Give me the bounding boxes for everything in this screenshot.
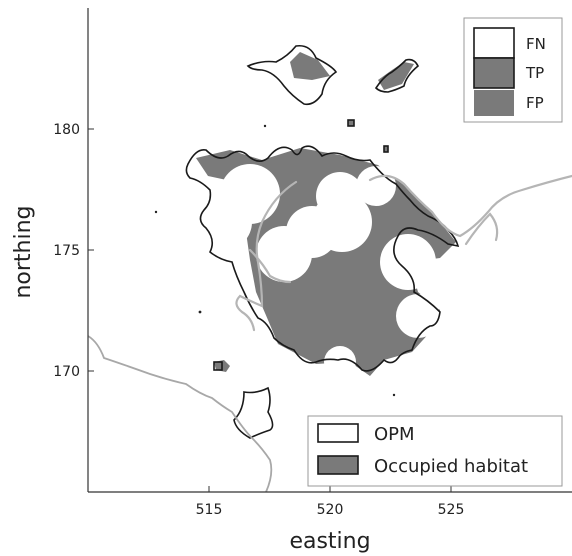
map-layers: [88, 44, 572, 492]
fn-circle-10: [324, 346, 356, 378]
legend-fp-swatch: [474, 90, 514, 116]
north-opm-outline-1: [246, 44, 338, 106]
legend-top: FN TP FP: [463, 17, 563, 123]
river-main: [235, 180, 298, 332]
fn-circle-6: [316, 172, 364, 220]
fn-circle-7: [356, 166, 396, 206]
legend-fn-swatch: [473, 27, 515, 59]
north-occupied-patch-1: [290, 52, 330, 80]
x-tick-label: 515: [196, 502, 223, 518]
river-east-branch: [464, 212, 499, 246]
y-axis-label: northing: [11, 205, 36, 298]
legend-bottom: OPM Occupied habitat: [307, 415, 563, 487]
north-occupied-patch-2: [378, 62, 414, 90]
point-2: [263, 124, 267, 128]
north-opm-outline-2: [374, 58, 419, 93]
opm-speck-2: [383, 145, 389, 153]
admin-boundary: [88, 335, 273, 492]
ticks: 515 520 525 170 175 180: [53, 122, 464, 518]
x-tick-label: 525: [438, 502, 465, 518]
y-tick-label: 175: [53, 243, 80, 259]
y-tick-label: 180: [53, 122, 80, 138]
fn-circle-2: [196, 194, 252, 250]
opm-speck-1: [347, 119, 355, 127]
opm-outlines: [185, 44, 460, 439]
isolated-points: [154, 124, 396, 397]
river-east: [368, 174, 572, 238]
point-4: [392, 393, 396, 397]
south-opm-outline: [233, 386, 274, 439]
y-tick-label: 170: [53, 364, 80, 380]
main-opm-outline: [185, 145, 460, 372]
legend-opm-label: OPM: [374, 424, 415, 445]
small-occupied-patch-north: [348, 120, 354, 126]
legend-occupied-label: Occupied habitat: [374, 456, 528, 477]
legend-opm-swatch: [317, 423, 359, 443]
river-west-stretch: [248, 248, 292, 284]
river-lines: [235, 174, 572, 332]
point-1: [154, 210, 158, 214]
legend-fp-label: FP: [526, 94, 544, 112]
legend-occupied-swatch: [317, 455, 359, 475]
opm-speck-3: [213, 361, 223, 371]
x-tick-label: 520: [317, 502, 344, 518]
fn-circle-8: [380, 234, 436, 290]
legend-tp-label: TP: [525, 64, 544, 82]
x-axis-label: easting: [289, 529, 370, 554]
legend-tp-swatch: [473, 57, 515, 89]
legend-fn-label: FN: [526, 35, 546, 53]
boundary-lines: [88, 335, 273, 492]
fn-circle-9: [396, 294, 440, 338]
small-occupied-patch-east: [384, 146, 388, 152]
point-3: [198, 310, 202, 314]
false-negative-circles: [196, 164, 440, 378]
